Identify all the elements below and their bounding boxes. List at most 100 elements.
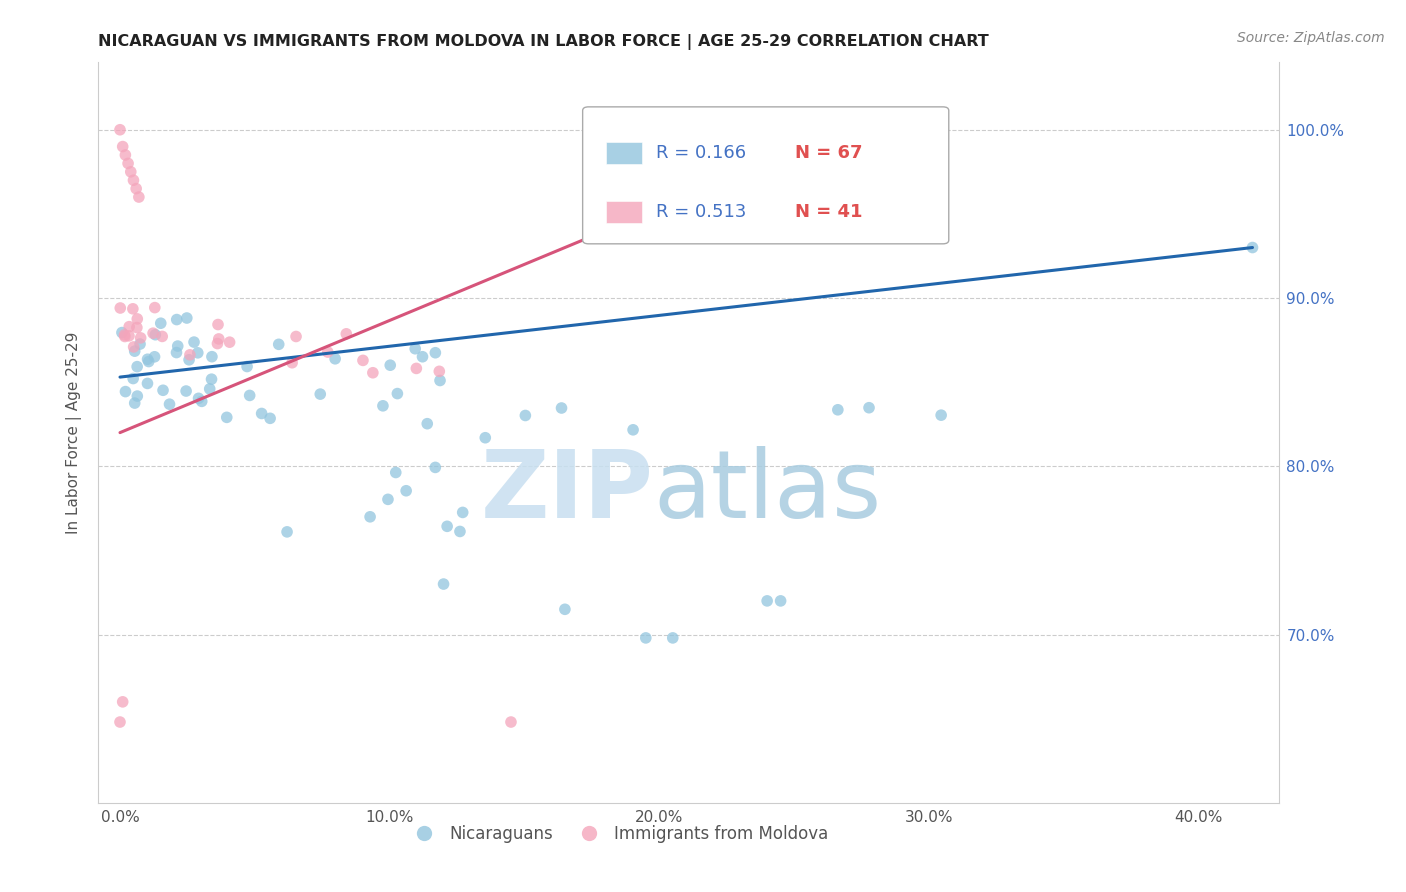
Point — [142, 326, 165, 341]
Point — [239, 388, 262, 402]
Point — [316, 345, 339, 359]
Point — [259, 411, 281, 425]
Point — [499, 714, 522, 729]
Text: ZIP: ZIP — [481, 446, 654, 538]
Point — [474, 431, 496, 445]
Point — [127, 359, 149, 374]
Point — [111, 695, 134, 709]
Point — [309, 387, 332, 401]
Point — [218, 335, 240, 350]
Point — [858, 401, 880, 415]
Point — [108, 122, 131, 136]
Point — [190, 394, 212, 409]
Point — [149, 316, 172, 330]
Text: R = 0.513: R = 0.513 — [655, 202, 747, 220]
Y-axis label: In Labor Force | Age 25-29: In Labor Force | Age 25-29 — [66, 332, 83, 533]
Point — [285, 329, 308, 343]
Point — [179, 348, 201, 362]
Point — [281, 356, 304, 370]
Point — [122, 173, 145, 187]
Point — [380, 358, 402, 372]
Point — [451, 505, 474, 519]
Point — [377, 492, 399, 507]
Point — [359, 509, 381, 524]
Point — [136, 352, 159, 367]
FancyBboxPatch shape — [606, 142, 641, 164]
Point — [515, 409, 537, 423]
Point — [395, 483, 418, 498]
Point — [425, 460, 447, 475]
Legend: Nicaraguans, Immigrants from Moldova: Nicaraguans, Immigrants from Moldova — [401, 819, 835, 850]
Point — [550, 401, 572, 415]
Point — [166, 339, 188, 353]
Point — [429, 374, 451, 388]
Point — [129, 331, 152, 345]
Point — [634, 631, 657, 645]
Point — [267, 337, 290, 351]
Point — [929, 408, 952, 422]
FancyBboxPatch shape — [582, 107, 949, 244]
Point — [661, 631, 683, 645]
Point — [111, 139, 134, 153]
Point — [127, 389, 149, 403]
Point — [174, 384, 197, 398]
Point — [110, 301, 132, 315]
Point — [187, 346, 209, 360]
Point — [128, 190, 150, 204]
Text: R = 0.166: R = 0.166 — [655, 145, 747, 162]
Point — [159, 397, 181, 411]
Point — [276, 524, 298, 539]
Text: Source: ZipAtlas.com: Source: ZipAtlas.com — [1237, 31, 1385, 45]
Point — [143, 327, 166, 342]
Point — [150, 329, 173, 343]
Point — [215, 410, 238, 425]
Point — [143, 301, 166, 315]
Point — [201, 350, 224, 364]
Point — [361, 366, 384, 380]
Point — [125, 320, 148, 334]
Point — [176, 311, 198, 326]
Point — [425, 345, 447, 359]
Point — [127, 312, 149, 326]
FancyBboxPatch shape — [606, 201, 641, 223]
Point — [122, 340, 145, 354]
Text: NICARAGUAN VS IMMIGRANTS FROM MOLDOVA IN LABOR FORCE | AGE 25-29 CORRELATION CHA: NICARAGUAN VS IMMIGRANTS FROM MOLDOVA IN… — [98, 34, 990, 50]
Point — [436, 519, 458, 533]
Point — [114, 148, 136, 162]
Point — [114, 327, 136, 342]
Point — [200, 372, 222, 386]
Point — [143, 350, 166, 364]
Text: N = 67: N = 67 — [796, 145, 863, 162]
Point — [769, 594, 792, 608]
Point — [250, 407, 273, 421]
Point — [166, 345, 188, 359]
Point — [122, 371, 145, 385]
Point — [432, 577, 454, 591]
Point — [236, 359, 259, 374]
Point — [177, 352, 200, 367]
Point — [756, 594, 779, 608]
Point — [411, 350, 433, 364]
Point — [121, 301, 143, 316]
Point — [124, 396, 146, 410]
Point — [152, 384, 174, 398]
Point — [114, 329, 136, 343]
Point — [427, 364, 450, 378]
Point — [117, 156, 139, 170]
Point — [384, 466, 406, 480]
Point — [187, 392, 209, 406]
Point — [405, 361, 427, 376]
Point — [207, 336, 229, 351]
Point — [120, 165, 142, 179]
Point — [166, 312, 188, 326]
Point — [208, 332, 231, 346]
Point — [371, 399, 394, 413]
Point — [118, 319, 141, 334]
Point — [621, 423, 644, 437]
Point — [111, 326, 134, 340]
Text: atlas: atlas — [654, 446, 882, 538]
Point — [108, 714, 131, 729]
Point — [352, 353, 374, 368]
Point — [1241, 241, 1264, 255]
Point — [335, 326, 357, 341]
